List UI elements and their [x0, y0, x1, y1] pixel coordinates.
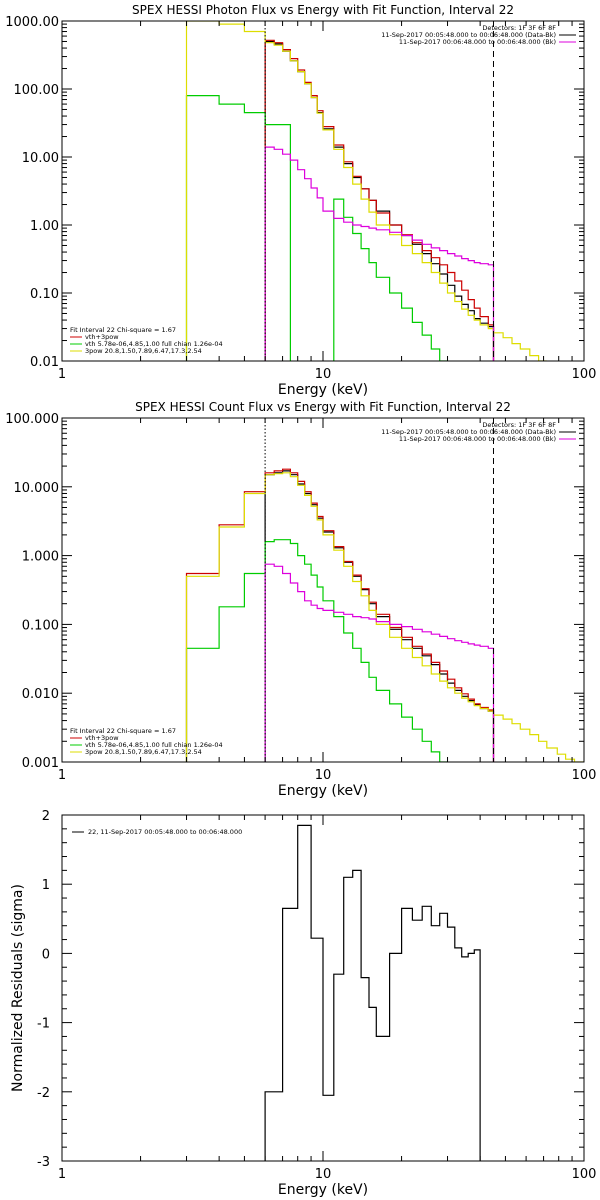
info-line: 11-Sep-2017 00:05:48.000 to 00:06:48.000… — [381, 31, 556, 39]
series-line-3pow — [185, 472, 584, 762]
legend-label: 3pow 20.8,1.50,7.89,6.47,17.3,2.54 — [85, 347, 202, 355]
y-tick-label: 1.00 — [30, 219, 59, 234]
y-axis-label: Normalized Residuals (sigma) — [10, 884, 26, 1092]
x-tick-label: 100 — [572, 367, 597, 382]
series-line-data-bk — [264, 40, 495, 361]
chart-panel-1: SPEX HESSI Photon Flux vs Energy with Fi… — [5, 3, 596, 398]
info-line: 11-Sep-2017 00:05:48.000 to 00:06:48.000… — [381, 428, 556, 436]
chart-panel-2: SPEX HESSI Count Flux vs Energy with Fit… — [5, 400, 596, 799]
y-tick-label: -2 — [37, 1086, 50, 1101]
chart-panel-3: 1 10 100 Energy (keV) -3 -2 -1 0 1 2 Normalized Re… — [10, 809, 596, 1198]
series-group — [185, 21, 547, 361]
x-tick-label: 100 — [572, 1167, 597, 1182]
y-axis: 0.01 0.10 1.00 10.00 100.00 1000.00 — [5, 15, 584, 370]
info-line: 11-Sep-2017 00:06:48.000 to 00:06:48.000… — [399, 435, 556, 443]
y-tick-label: 0 — [42, 947, 50, 962]
series-line-vth-3pow — [185, 468, 495, 762]
x-tick-label: 100 — [572, 768, 597, 783]
legend-label: 22, 11-Sep-2017 00:05:48.000 to 00:06:48… — [88, 828, 242, 836]
y-tick-label: 100.000 — [5, 412, 59, 427]
series-line-data-bk — [264, 470, 495, 762]
x-tick-label: 1 — [58, 1167, 66, 1182]
legend-label: vth+3pow — [85, 333, 119, 341]
x-tick-label: 10 — [315, 367, 332, 382]
y-tick-label: 100.00 — [14, 83, 60, 98]
info-line: 11-Sep-2017 00:06:48.000 to 00:06:48.000… — [399, 38, 556, 46]
legend: Fit Interval 22 Chi-square = 1.67vth+3po… — [70, 727, 223, 756]
x-axis-label: Energy (keV) — [278, 1182, 368, 1198]
y-tick-label: 10.000 — [14, 481, 60, 496]
y-tick-label: 0.001 — [22, 756, 59, 771]
y-tick-label: 0.010 — [22, 687, 59, 702]
x-tick-label: 10 — [315, 1167, 332, 1182]
series-group — [264, 824, 481, 1161]
series-group — [185, 468, 584, 762]
x-axis-label: Energy (keV) — [278, 382, 368, 398]
y-tick-label: 0.100 — [22, 618, 59, 633]
x-tick-label: 10 — [315, 768, 332, 783]
x-axis-label: Energy (keV) — [278, 783, 368, 799]
legend: 22, 11-Sep-2017 00:05:48.000 to 00:06:48… — [72, 828, 242, 836]
series-line-3pow — [185, 21, 547, 361]
y-axis: 0.001 0.010 0.100 1.000 10.000 100.000 — [5, 412, 584, 771]
legend: Fit Interval 22 Chi-square = 1.67vth+3po… — [70, 326, 223, 355]
y-tick-label: 0.10 — [30, 287, 59, 302]
legend-label: vth+3pow — [85, 734, 119, 742]
y-tick-label: -1 — [37, 1017, 50, 1032]
series-line-22-11-sep-2017-00-05-48-000-to-00-06-48-000 — [264, 824, 481, 1161]
y-axis: -3 -2 -1 0 1 2 Normalized Residuals (sigma) — [10, 809, 584, 1170]
chart-title: SPEX HESSI Count Flux vs Energy with Fit… — [135, 400, 511, 414]
x-axis: 1 10 100 Energy (keV) — [58, 418, 597, 799]
x-axis: 1 10 100 Energy (keV) — [58, 815, 597, 1198]
legend-title: Fit Interval 22 Chi-square = 1.67 — [70, 727, 176, 735]
y-tick-label: 1.000 — [22, 550, 59, 565]
series-line-vth — [185, 95, 456, 361]
y-tick-label: 10.00 — [22, 151, 59, 166]
x-tick-label: 1 — [58, 768, 66, 783]
y-tick-label: -3 — [37, 1155, 50, 1170]
series-line-vth — [185, 539, 448, 762]
x-tick-label: 1 — [58, 367, 66, 382]
series-line-bk — [264, 563, 495, 762]
series-line-bk — [264, 146, 495, 361]
x-axis: 1 10 100 Energy (keV) — [58, 21, 597, 398]
series-line-vth-3pow — [264, 39, 495, 361]
chart-title: SPEX HESSI Photon Flux vs Energy with Fi… — [132, 3, 514, 17]
info-line: Detectors: 1F 3F 6F 8F — [482, 24, 556, 32]
legend-title: Fit Interval 22 Chi-square = 1.67 — [70, 326, 176, 334]
y-tick-label: 0.01 — [30, 355, 59, 370]
y-tick-label: 1 — [42, 878, 50, 893]
legend-label: vth 5.78e-06,4.85,1.00 full chian 1.26e-… — [85, 340, 223, 348]
y-tick-label: 1000.00 — [5, 15, 59, 30]
y-tick-label: 2 — [42, 809, 50, 824]
legend-label: vth 5.78e-06,4.85,1.00 full chian 1.26e-… — [85, 741, 223, 749]
info-line: Detectors: 1F 3F 6F 8F — [482, 421, 556, 429]
plot-frame — [61, 20, 585, 362]
legend-label: 3pow 20.8,1.50,7.89,6.47,17.3,2.54 — [85, 748, 202, 756]
